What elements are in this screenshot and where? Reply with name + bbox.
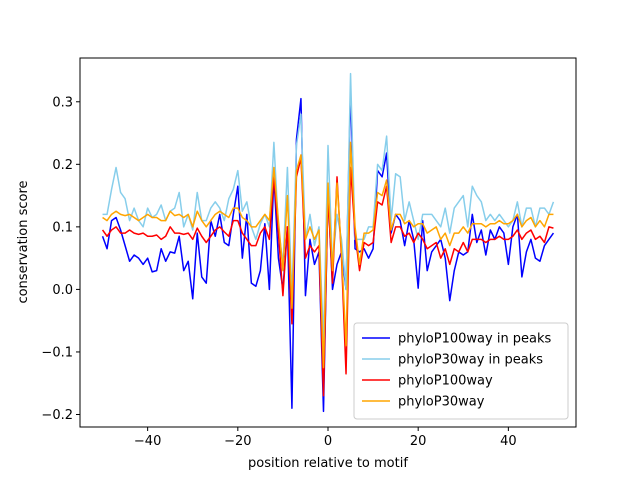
y-tick-label: −0.1	[41, 345, 73, 360]
legend-label-1: phyloP30way in peaks	[398, 353, 543, 368]
x-tick-label: 40	[500, 434, 517, 449]
y-axis-ticks: −0.2 −0.1 0.0 0.1 0.2 0.3	[41, 95, 80, 423]
y-tick-label: 0.1	[52, 220, 73, 235]
y-tick-label: 0.2	[52, 158, 73, 173]
legend-label-2: phyloP100way	[398, 374, 493, 389]
legend: phyloP100way in peaks phyloP30way in peak…	[353, 322, 569, 420]
y-axis-label: conservation score	[16, 180, 31, 303]
x-tick-label: 0	[324, 434, 332, 449]
x-tick-label: 20	[410, 434, 427, 449]
legend-box	[353, 322, 569, 420]
x-axis-label: position relative to motif	[248, 456, 408, 471]
y-tick-label: 0.0	[52, 283, 73, 298]
legend-label-3: phyloP30way	[398, 395, 485, 410]
series-line-1	[102, 72, 555, 341]
y-tick-label: 0.3	[52, 95, 73, 110]
x-tick-label: −40	[134, 434, 161, 449]
legend-label-0: phyloP100way in peaks	[398, 332, 552, 347]
x-tick-label: −20	[224, 434, 251, 449]
x-axis-ticks: −40 −20 0 20 40	[134, 427, 517, 449]
series-line-3	[102, 141, 554, 369]
y-tick-label: −0.2	[41, 408, 73, 423]
plot-lines	[101, 72, 555, 413]
